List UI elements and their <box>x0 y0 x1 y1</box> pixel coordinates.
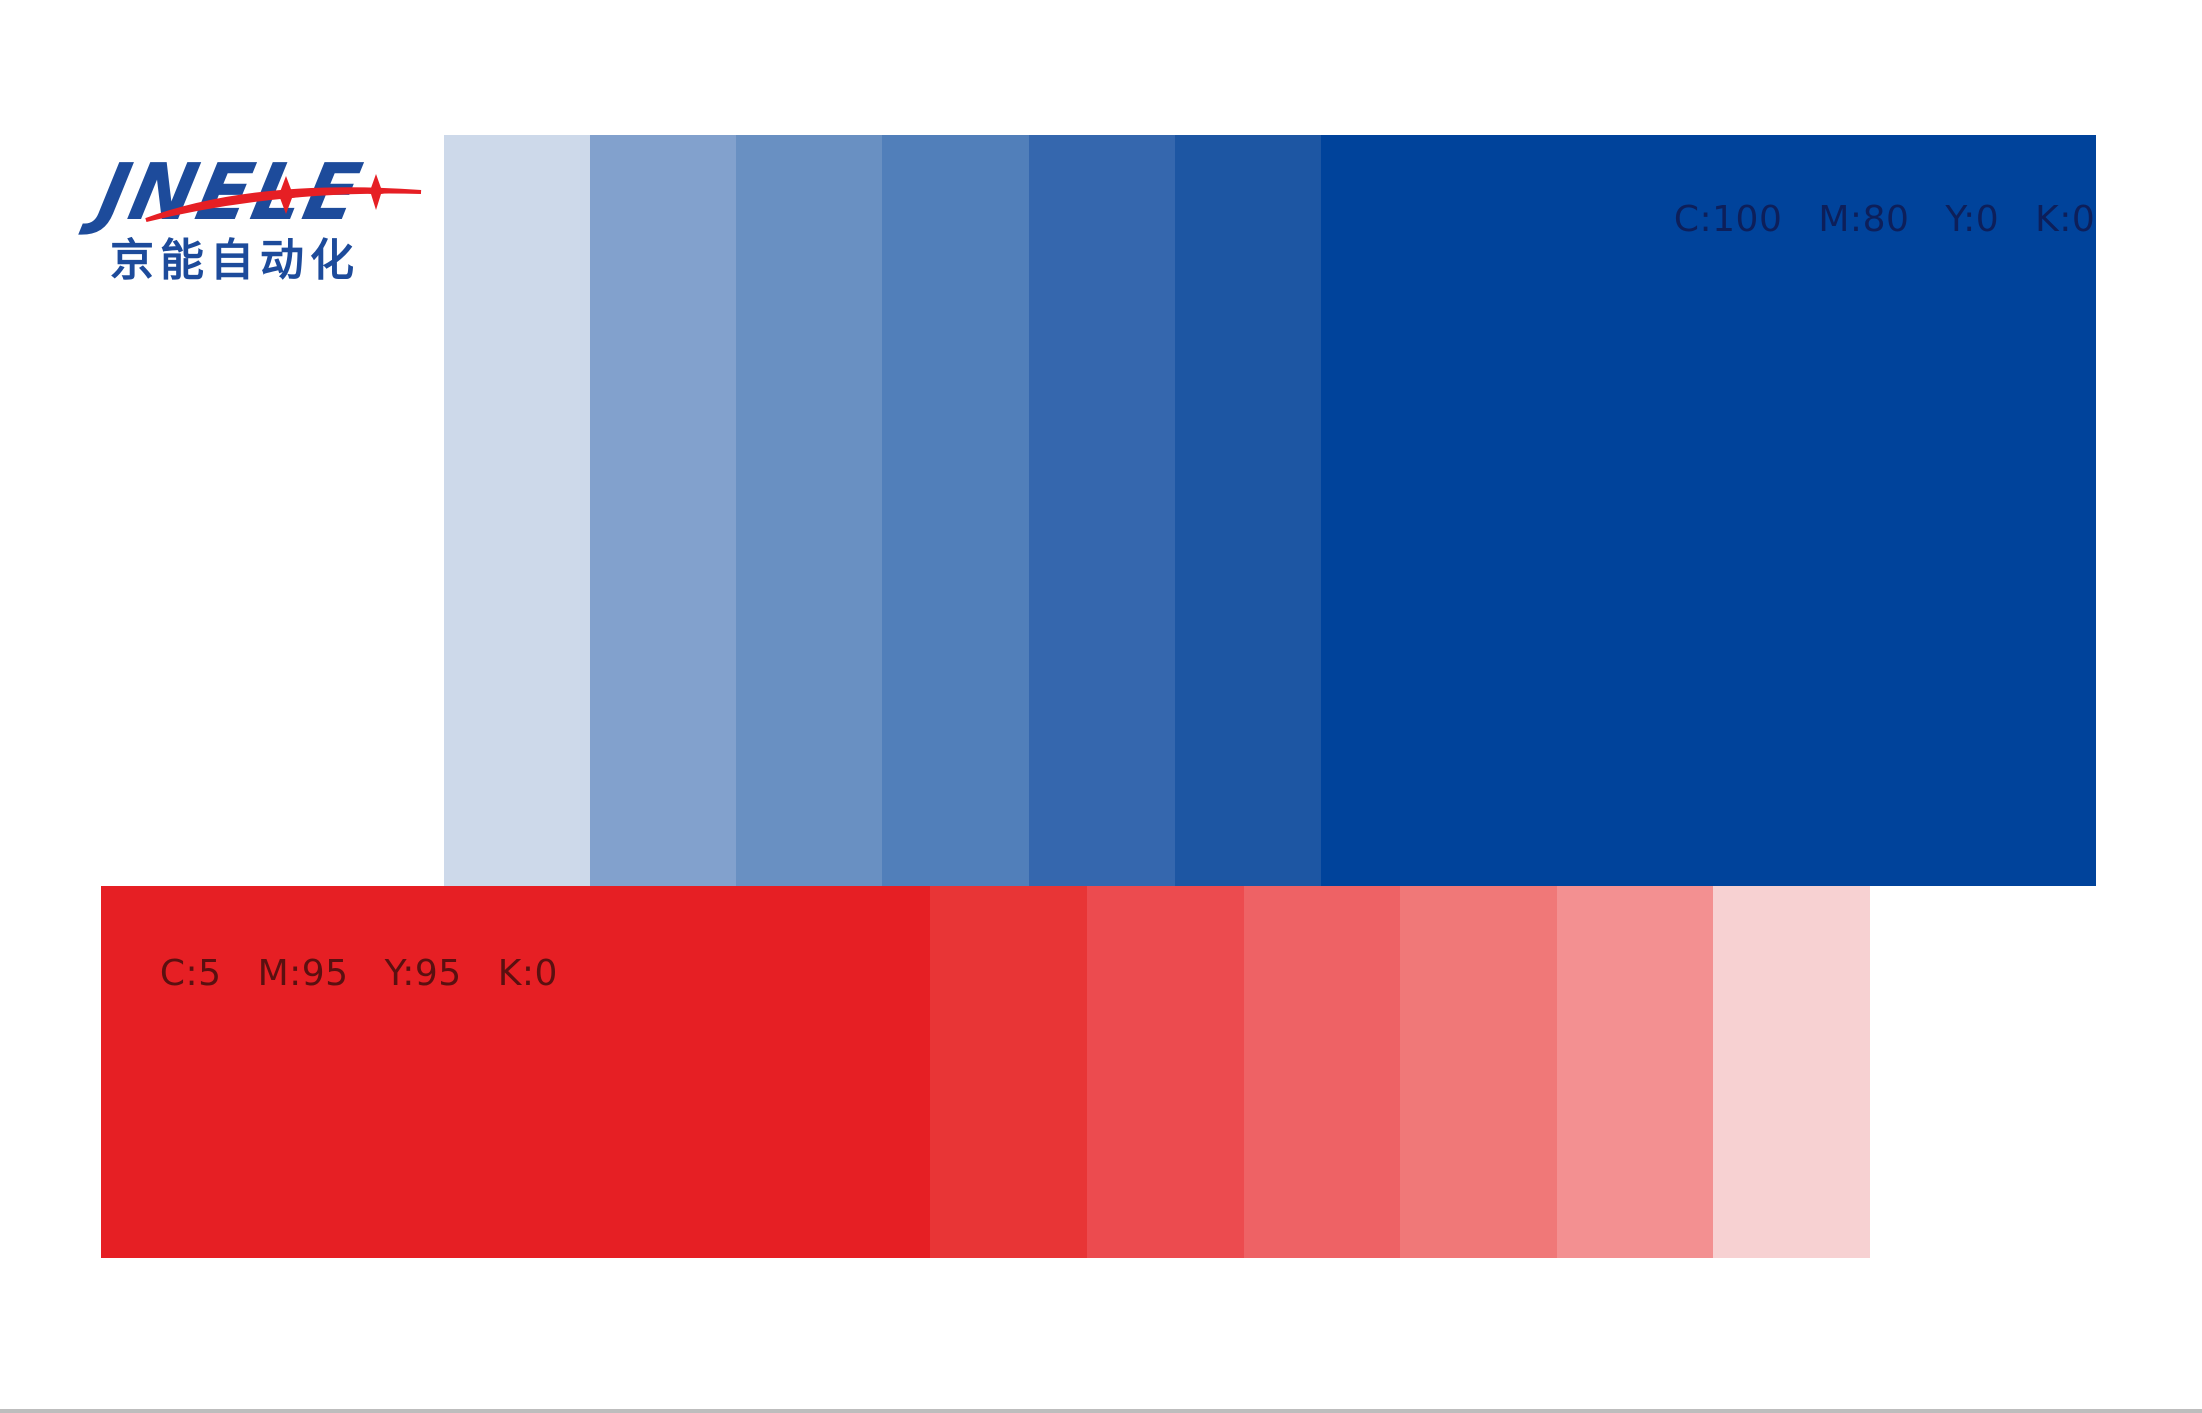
magenta-value: M:95 <box>257 953 349 994</box>
blue-swatch-7 <box>1321 135 2096 886</box>
blue-swatch-6 <box>1175 135 1321 886</box>
red-swatch-2 <box>930 886 1087 1258</box>
red-cmyk-label: C:5 M:95 Y:95 K:0 <box>136 912 558 994</box>
blue-swatch-3 <box>736 135 882 886</box>
blue-swatch-5 <box>1029 135 1175 886</box>
red-swatch-6 <box>1557 886 1713 1258</box>
cyan-value: C:5 <box>159 953 222 994</box>
blue-swatch-2 <box>590 135 736 886</box>
magenta-value: M:80 <box>1818 199 1910 240</box>
yellow-value: Y:0 <box>1945 199 2000 240</box>
red-swatch-4 <box>1244 886 1400 1258</box>
blue-swatch-1 <box>444 135 590 886</box>
black-value: K:0 <box>497 953 558 994</box>
black-value: K:0 <box>2035 199 2096 240</box>
red-swatch-3 <box>1087 886 1244 1258</box>
blue-cmyk-label: C:100 M:80 Y:0 K:0 <box>1650 158 2095 240</box>
bottom-border <box>0 1409 2202 1413</box>
company-logo: JNELE 京能自动化 <box>90 148 422 286</box>
red-swatch-7 <box>1713 886 1870 1258</box>
logo-swoosh-icon <box>145 174 422 222</box>
logo-chinese-name: 京能自动化 <box>110 235 360 286</box>
cyan-value: C:100 <box>1673 199 1783 240</box>
red-swatch-5 <box>1400 886 1557 1258</box>
blue-swatch-4 <box>882 135 1029 886</box>
red-swatch-1 <box>101 886 930 1258</box>
yellow-value: Y:95 <box>384 953 462 994</box>
